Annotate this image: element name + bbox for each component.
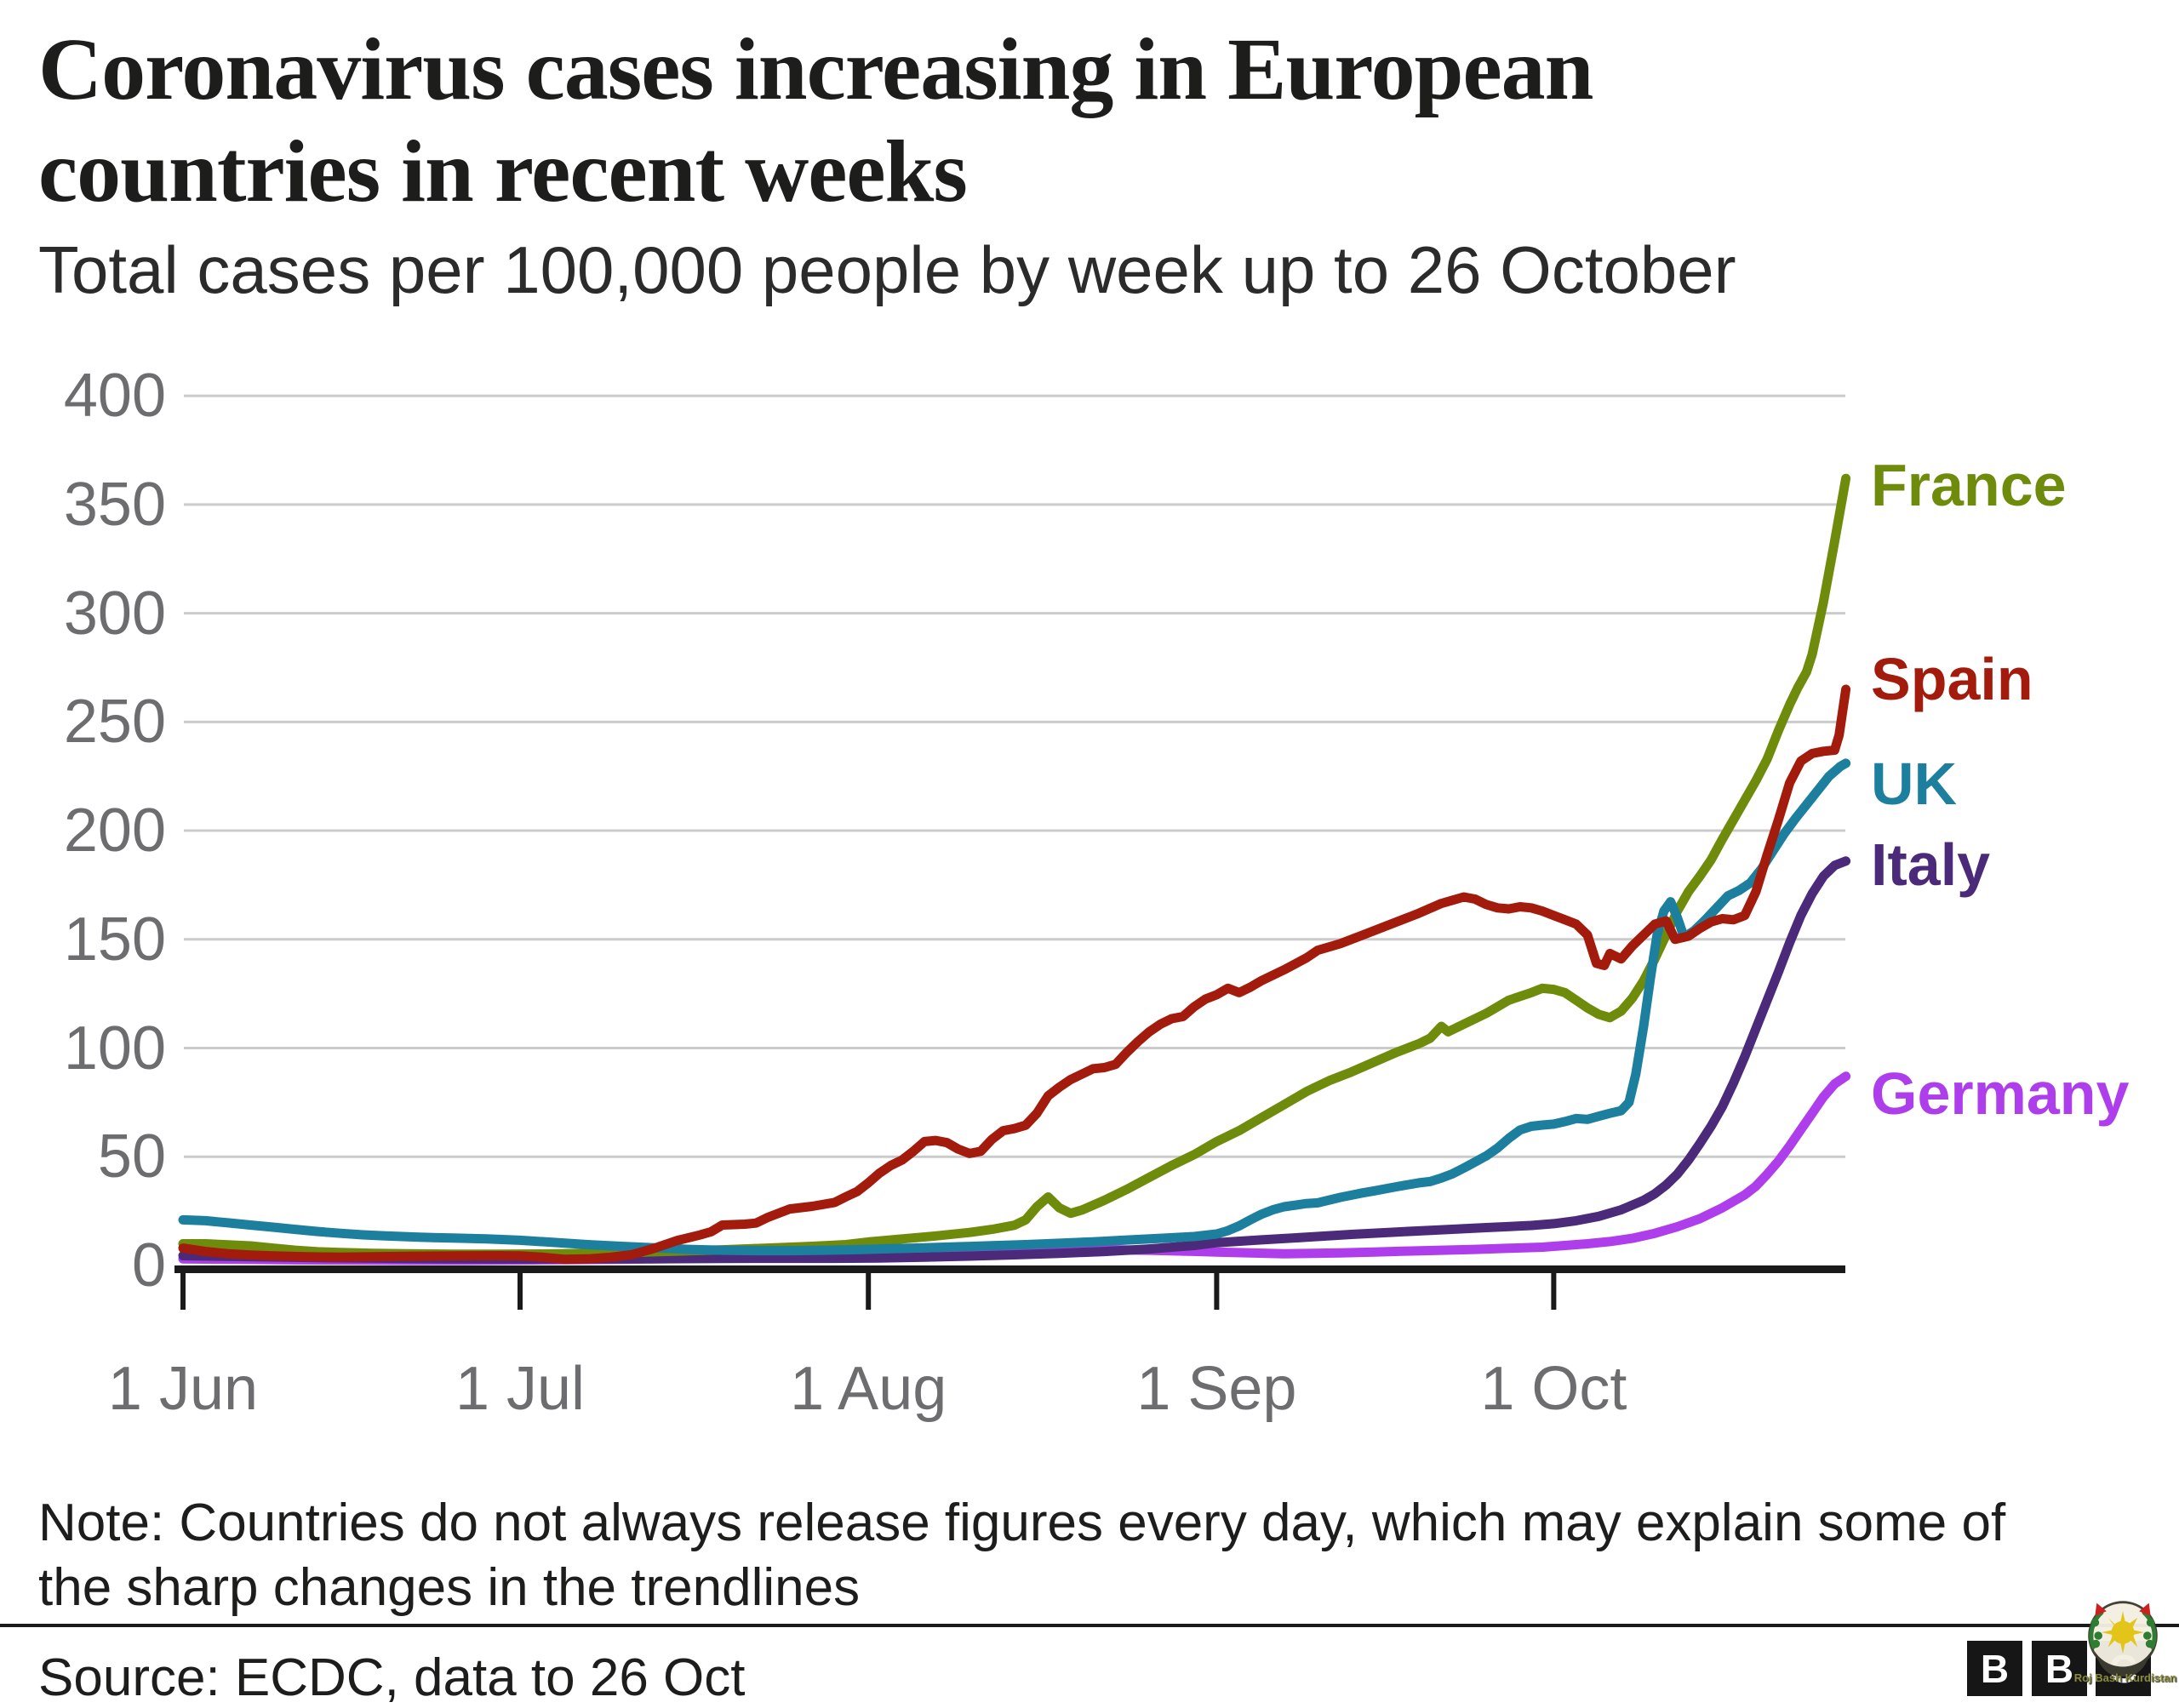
y-axis-label-300: 300 [63, 579, 166, 648]
series-label-germany: Germany [1871, 1060, 2130, 1127]
x-axis-label-1-jul: 1 Jul [455, 1355, 586, 1423]
x-axis-label-1-aug: 1 Aug [790, 1355, 947, 1423]
line-series-italy [178, 856, 1851, 1264]
series-label-uk: UK [1871, 750, 1958, 817]
line-series-germany [178, 1071, 1851, 1265]
watermark-text: Roj Bash Kurdistan [2073, 1671, 2177, 1684]
y-axis-label-100: 100 [63, 1014, 166, 1082]
chart-title-line1: Coronavirus cases increasing in European [38, 20, 1593, 118]
x-axis-label-1-sep: 1 Sep [1136, 1355, 1297, 1423]
footnote-line2: the sharp changes in the trendlines [38, 1558, 861, 1617]
chart-title-line2: countries in recent weeks [38, 123, 968, 220]
chart-title: Coronavirus cases increasing in European… [38, 19, 1593, 223]
chart-subtitle: Total cases per 100,000 people by week u… [38, 232, 1736, 307]
watermark-emblem-icon [2088, 1601, 2158, 1677]
y-axis-label-400: 400 [63, 362, 166, 431]
line-series-uk [178, 758, 1851, 1256]
y-axis-label-350: 350 [63, 470, 166, 539]
line-series-france [178, 473, 1851, 1260]
x-axis-label-1-oct: 1 Oct [1480, 1355, 1627, 1423]
series-label-italy: Italy [1871, 831, 1991, 898]
x-axis-label-1-jun: 1 Jun [107, 1355, 259, 1423]
footer-divider [0, 1624, 2179, 1627]
y-axis-label-250: 250 [63, 688, 166, 757]
series-label-france: France [1871, 452, 2067, 519]
bbc-logo-block-1: B [1967, 1641, 2022, 1696]
chart-footnote: Note: Countries do not always release fi… [38, 1491, 2005, 1620]
y-axis-label-0: 0 [131, 1231, 166, 1300]
source-text: Source: ECDC, data to 26 Oct [38, 1648, 746, 1707]
bbc-logo-block-2: B [2032, 1641, 2087, 1696]
y-axis-label-150: 150 [63, 905, 166, 974]
bbc-letter-b2: B [2045, 1646, 2074, 1691]
footnote-line1: Note: Countries do not always release fi… [38, 1494, 2006, 1552]
line-series-spain [178, 684, 1851, 1265]
y-axis-label-50: 50 [97, 1122, 166, 1191]
y-axis-label-200: 200 [63, 797, 166, 865]
series-label-spain: Spain [1871, 646, 2033, 712]
bbc-letter-b1: B [1980, 1646, 2010, 1691]
